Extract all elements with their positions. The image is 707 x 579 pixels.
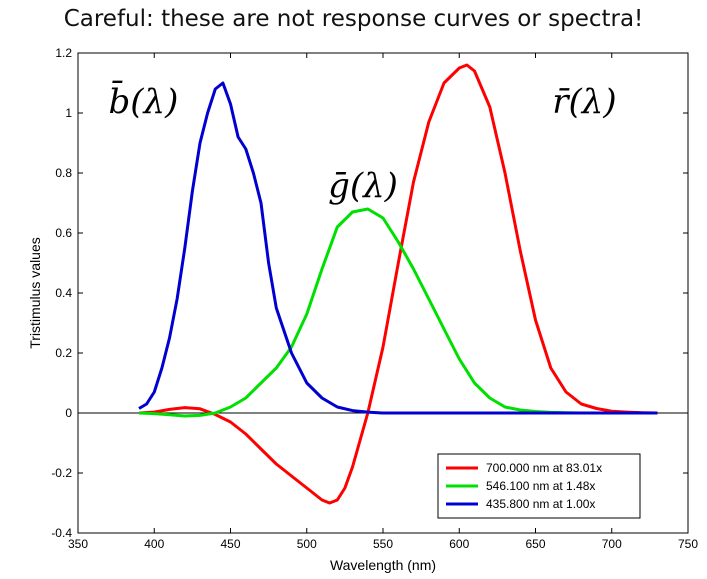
y-tick-label: 1 bbox=[65, 106, 72, 120]
y-tick-label: 0.4 bbox=[55, 286, 72, 300]
legend-entry-b: 435.800 nm at 1.00x bbox=[486, 497, 595, 511]
curve-label-g: ḡ(λ) bbox=[328, 166, 398, 206]
series-line-g bbox=[138, 207, 658, 418]
series-line-r bbox=[138, 63, 658, 505]
y-tick-label: 0.8 bbox=[55, 166, 72, 180]
x-tick-label: 750 bbox=[678, 537, 698, 551]
x-tick-label: 550 bbox=[373, 537, 393, 551]
x-axis-label: Wavelength (nm) bbox=[330, 557, 436, 573]
x-tick-label: 650 bbox=[525, 537, 545, 551]
chart-title: Careful: these are not response curves o… bbox=[63, 6, 644, 32]
y-tick-label: 0.6 bbox=[55, 226, 72, 240]
x-tick-label: 700 bbox=[602, 537, 622, 551]
y-tick-label: 0 bbox=[65, 406, 72, 420]
x-tick-label: 450 bbox=[220, 537, 240, 551]
legend-entry-r: 700.000 nm at 83.01x bbox=[486, 461, 602, 475]
y-tick-label: -0.4 bbox=[51, 526, 72, 540]
y-axis-label: Tristimulus values bbox=[27, 237, 43, 349]
y-tick-label: -0.2 bbox=[51, 466, 72, 480]
x-tick-label: 600 bbox=[449, 537, 469, 551]
x-tick-label: 500 bbox=[297, 537, 317, 551]
curve-label-r: r̄(λ) bbox=[552, 82, 616, 122]
legend-entry-g: 546.100 nm at 1.48x bbox=[486, 479, 595, 493]
curve-label-b: b̄(λ) bbox=[109, 80, 179, 122]
y-tick-label: 1.2 bbox=[55, 46, 72, 60]
x-tick-label: 350 bbox=[68, 537, 88, 551]
y-tick-label: 0.2 bbox=[55, 346, 72, 360]
x-tick-label: 400 bbox=[144, 537, 164, 551]
series-line-b bbox=[138, 81, 658, 415]
